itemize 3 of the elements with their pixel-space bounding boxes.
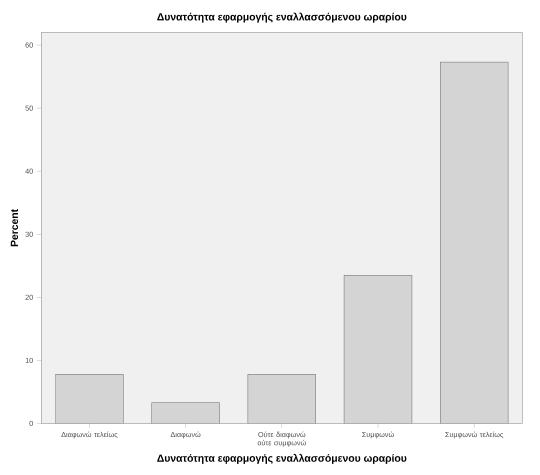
x-axis-title: Δυνατότητα εφαρμογής εναλλασσόμενου ωραρίου — [157, 454, 406, 464]
y-axis-title: Percent — [10, 209, 18, 246]
chart-title: Δυνατότητα εφαρμογής εναλλασσόμενου ωραρίου — [157, 12, 406, 23]
